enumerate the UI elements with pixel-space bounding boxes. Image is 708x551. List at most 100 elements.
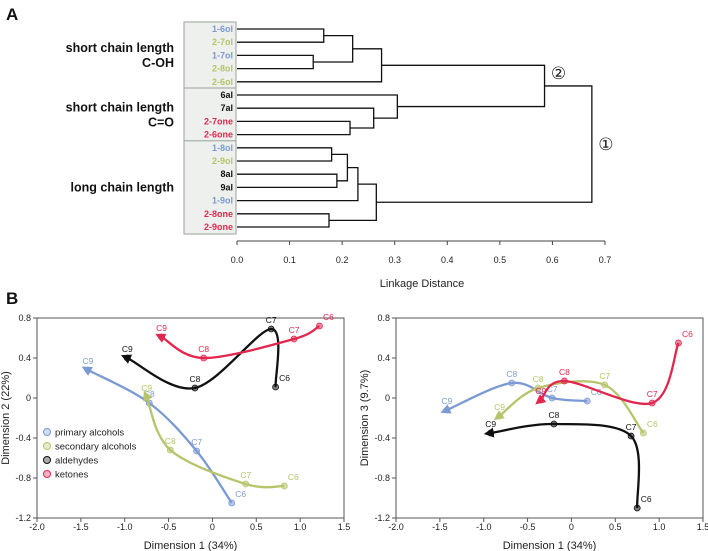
legend-label: primary alcohols bbox=[55, 428, 124, 439]
leaf-label: 1-8ol bbox=[212, 143, 233, 153]
y-axis-title: Dimension 2 (22%) bbox=[0, 371, 12, 465]
point-primary bbox=[228, 499, 236, 507]
x-tick-label: 0.0 bbox=[231, 255, 244, 265]
x-tick-label: -0.5 bbox=[161, 522, 177, 532]
point-primary bbox=[548, 394, 556, 402]
leaf-label: 2-9ol bbox=[212, 156, 233, 166]
trajectory-aldehydes bbox=[483, 422, 641, 509]
point-aldehydes bbox=[633, 504, 641, 512]
dendrogram-link bbox=[381, 64, 546, 108]
plot-frame bbox=[395, 317, 704, 519]
point-label: C8 bbox=[189, 374, 200, 384]
x-tick-label: 0.2 bbox=[336, 255, 349, 265]
point-secondary bbox=[143, 393, 151, 401]
leaf-label: 2-6ol bbox=[212, 77, 233, 87]
point-ketones bbox=[200, 354, 208, 362]
x-tick-label: 0.6 bbox=[546, 255, 559, 265]
leaf-label: 2-6one bbox=[204, 130, 233, 140]
legend-label: aldehydes bbox=[55, 456, 99, 467]
leaf-label: 1-6ol bbox=[212, 24, 233, 34]
point-label: C8 bbox=[533, 374, 544, 384]
legend-marker bbox=[43, 428, 51, 436]
y-tick-label: 0.4 bbox=[18, 353, 31, 363]
group-label: short chain length bbox=[66, 41, 174, 55]
y-tick-label: 0.8 bbox=[377, 313, 390, 323]
x-tick-label: 1.5 bbox=[338, 522, 351, 532]
plot-frame bbox=[36, 317, 345, 519]
y-tick-label: 0.8 bbox=[18, 313, 31, 323]
point-label: C7 bbox=[266, 315, 277, 325]
point-ketones bbox=[290, 335, 298, 343]
point-label: C7 bbox=[289, 325, 300, 335]
x-tick-label: 0.4 bbox=[441, 255, 454, 265]
panel-label-b: B bbox=[6, 289, 18, 308]
dendrogram-link bbox=[237, 48, 383, 83]
x-axis-title: Linkage Distance bbox=[380, 278, 464, 290]
trajectory-plot-dim1-dim3: -2.0 -1.5 -1.0 -0.5 0 0.5 1.0 1.5 0.8 0.4 0 -0.4 -0.… bbox=[359, 313, 708, 551]
point-label: C8 bbox=[198, 344, 209, 354]
trajectory-aldehydes bbox=[120, 327, 280, 390]
legend-marker bbox=[43, 442, 51, 450]
point-primary bbox=[193, 447, 201, 455]
point-label: C7 bbox=[626, 422, 637, 432]
trajectory-plot-dim1-dim2: -2.0 -1.5 -1.0 -0.5 0 0.5 1.0 1.5 0.8 0.4 0 -0.4 -0.… bbox=[0, 312, 350, 551]
y-axis-title: Dimension 3 (9.7%) bbox=[359, 370, 371, 467]
point-label: C6 bbox=[641, 494, 652, 504]
point-aldehydes bbox=[123, 354, 131, 362]
group-label: C=O bbox=[148, 115, 174, 129]
dendrogram-link bbox=[237, 54, 314, 70]
point-secondary bbox=[639, 429, 647, 437]
trajectory-primary bbox=[81, 366, 233, 504]
legend-marker bbox=[43, 470, 51, 478]
legend-label: ketones bbox=[55, 470, 89, 481]
point-ketones bbox=[158, 333, 165, 341]
point-label: C6 bbox=[682, 329, 693, 339]
point-label: C9 bbox=[441, 396, 452, 406]
trajectory-secondary bbox=[143, 390, 285, 489]
point-label: C8 bbox=[559, 367, 570, 377]
point-aldehydes bbox=[487, 429, 495, 437]
x-tick-label: -1.5 bbox=[73, 522, 89, 532]
point-aldehydes bbox=[550, 420, 558, 428]
dendrogram-link bbox=[329, 183, 377, 222]
x-tick-label: -1.0 bbox=[117, 522, 133, 532]
dendrogram-link bbox=[331, 153, 349, 182]
leaf-label: 9al bbox=[220, 182, 233, 192]
x-tick-label: 1.0 bbox=[653, 522, 666, 532]
x-tick-label: -2.0 bbox=[388, 522, 404, 532]
point-ketones bbox=[561, 377, 568, 385]
leaf-label: 7al bbox=[220, 103, 233, 113]
trajectory-secondary bbox=[493, 380, 645, 434]
leaf-label: 1-7ol bbox=[212, 50, 233, 60]
leaf-group-box bbox=[183, 87, 237, 143]
point-label: C7 bbox=[240, 470, 251, 480]
leaf-label: 2-9one bbox=[204, 222, 233, 232]
x-tick-label: 0.5 bbox=[494, 255, 507, 265]
point-secondary bbox=[242, 480, 250, 488]
x-tick-label: 0.5 bbox=[609, 522, 622, 532]
dendrogram-link bbox=[313, 34, 354, 63]
point-label: C9 bbox=[494, 402, 505, 412]
leaf-label: 2-8one bbox=[204, 209, 233, 219]
point-label: C6 bbox=[323, 312, 334, 322]
x-tick-label: -1.5 bbox=[432, 522, 448, 532]
dendrogram-link bbox=[237, 213, 330, 228]
point-label: C6 bbox=[288, 472, 299, 482]
x-tick-label: -0.5 bbox=[520, 522, 536, 532]
y-tick-label: -1.2 bbox=[374, 513, 390, 523]
point-label: C7 bbox=[191, 437, 202, 447]
point-secondary bbox=[280, 482, 288, 490]
point-secondary bbox=[496, 412, 503, 420]
y-tick-label: -0.8 bbox=[15, 473, 31, 483]
y-tick-label: -1.2 bbox=[15, 513, 31, 523]
trajectory-ketones bbox=[535, 342, 680, 406]
point-label: C9 bbox=[156, 323, 167, 333]
y-tick-label: 0 bbox=[26, 393, 31, 403]
x-tick-label: 0.7 bbox=[599, 255, 612, 265]
point-label: C9 bbox=[141, 383, 152, 393]
point-secondary bbox=[166, 446, 174, 454]
x-axis-title: Dimension 1 (34%) bbox=[503, 540, 597, 551]
point-aldehydes bbox=[627, 432, 635, 440]
